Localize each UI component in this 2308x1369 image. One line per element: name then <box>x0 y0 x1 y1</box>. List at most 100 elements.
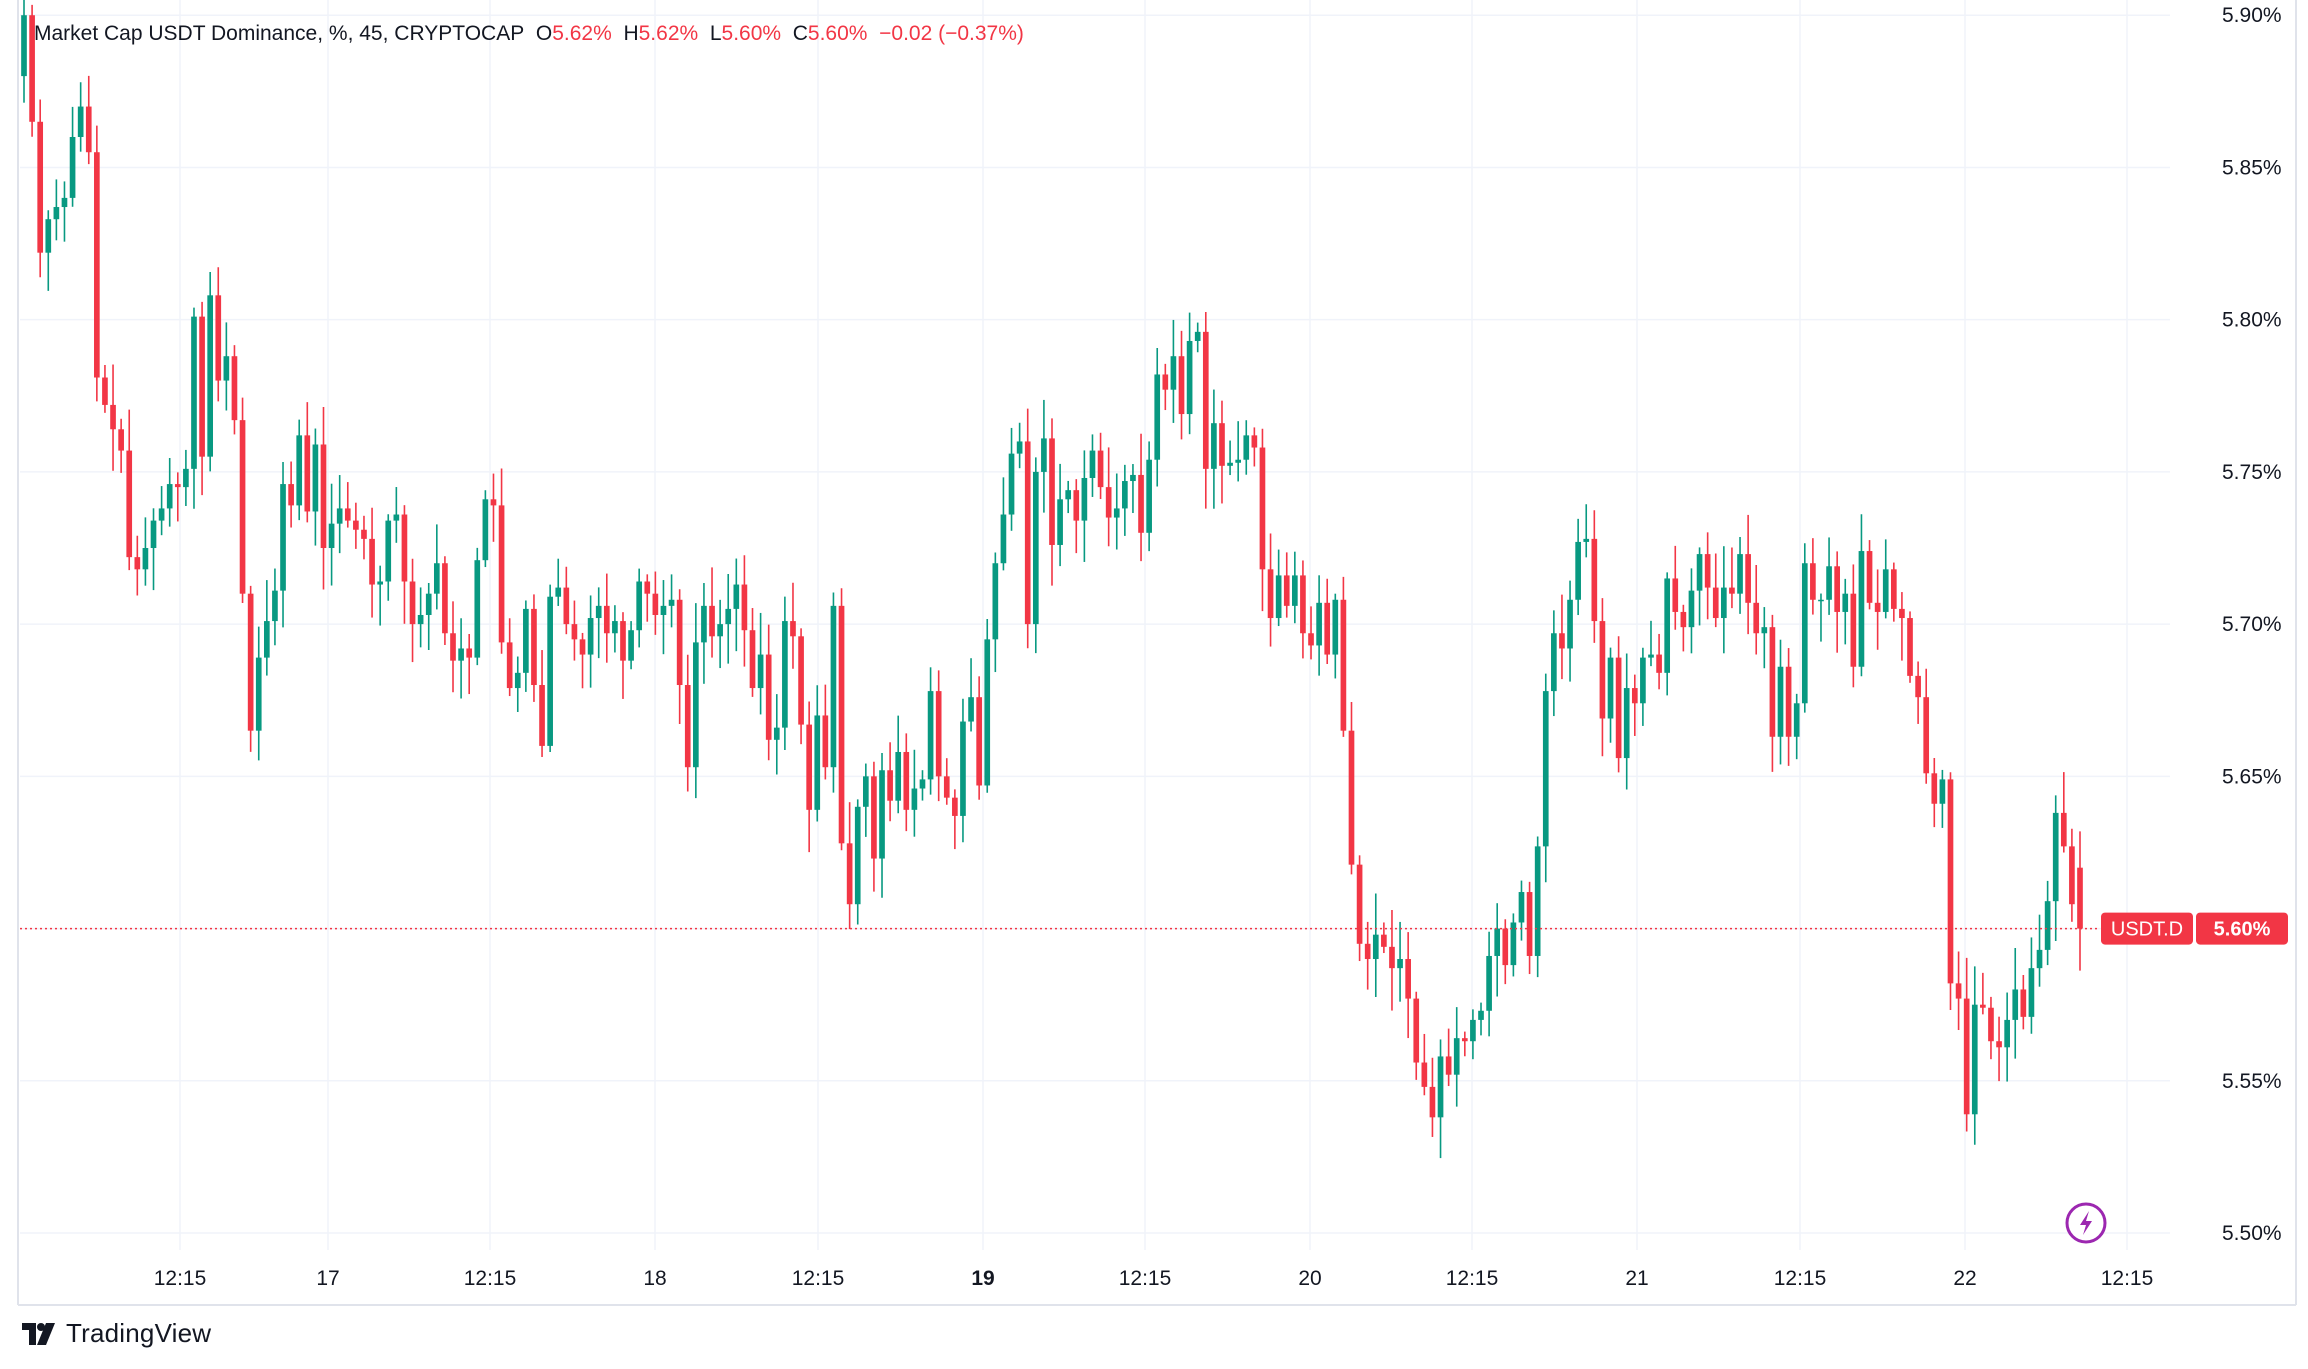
candle-body <box>1866 551 1873 603</box>
candle-body <box>264 621 270 658</box>
candle-body <box>579 639 586 655</box>
candle-body <box>1275 575 1282 619</box>
candle-body <box>223 356 230 381</box>
candle-body <box>110 404 116 430</box>
candle-body <box>1089 450 1096 478</box>
candle-body <box>1389 946 1395 969</box>
candle-body <box>1567 599 1573 649</box>
x-tick-label: 20 <box>1298 1267 1321 1290</box>
candle-body <box>749 630 756 689</box>
candle-body <box>1704 554 1711 588</box>
candle-body <box>1146 459 1152 533</box>
candle-body <box>1308 633 1314 646</box>
candle-body <box>976 697 982 786</box>
candle-body <box>1510 922 1517 966</box>
candle-body <box>1801 563 1808 704</box>
candle-body <box>1850 593 1857 667</box>
candle-body <box>94 152 100 378</box>
candle-body <box>1219 423 1225 466</box>
candle-body <box>409 581 416 625</box>
candle-body <box>1623 688 1630 759</box>
candle-body <box>1591 538 1598 622</box>
candle-body <box>53 207 60 220</box>
candle-body <box>895 751 902 801</box>
candle-body <box>1793 703 1800 737</box>
candle-body <box>1502 928 1509 966</box>
candle-body <box>1202 331 1209 469</box>
candle-body <box>684 685 691 768</box>
branding[interactable]: TradingView <box>22 1318 211 1349</box>
candle-body <box>587 618 594 655</box>
x-tick-label: 22 <box>1953 1267 1976 1290</box>
candle-body <box>328 523 335 549</box>
candle-body <box>1032 471 1039 625</box>
legend-high-value: 5.62% <box>638 22 699 45</box>
candle-body <box>1372 934 1379 960</box>
candle-body <box>1057 499 1063 545</box>
candle-body <box>385 520 392 582</box>
candle-body <box>1186 340 1193 415</box>
legend-open-label: O <box>535 22 553 45</box>
candle-body <box>1923 697 1930 774</box>
legend-high-label: H <box>623 22 639 45</box>
candle-body <box>887 770 893 801</box>
candle-body <box>1105 487 1112 518</box>
candle-body <box>701 605 707 643</box>
candle-body <box>2020 989 2027 1017</box>
candle-body <box>960 721 966 816</box>
candle-body <box>158 508 165 521</box>
candle-body <box>846 843 853 905</box>
candle-body <box>207 295 214 457</box>
candle-body <box>498 505 505 643</box>
candle-body <box>782 621 788 728</box>
candle-body <box>490 499 497 506</box>
candle-body <box>1292 575 1298 606</box>
candle-body <box>1656 654 1662 673</box>
candle-body <box>1631 688 1638 704</box>
candle-body <box>644 581 651 594</box>
y-tick-label: 5.75% <box>2222 461 2282 484</box>
candle-body <box>1259 447 1266 570</box>
candle-body <box>1680 611 1687 628</box>
candle-body <box>1381 934 1387 947</box>
candle-body <box>620 621 626 661</box>
grid-lines <box>20 0 2170 1250</box>
candle-body <box>174 484 181 488</box>
candle-body <box>1583 538 1590 542</box>
candle-body <box>126 450 133 558</box>
candle-body <box>1551 633 1557 692</box>
candle-body <box>1170 356 1177 390</box>
candle-body <box>336 508 343 524</box>
candle-body <box>393 514 400 521</box>
candle-body <box>1931 773 1938 804</box>
candle-body <box>1356 864 1363 944</box>
candle-body <box>1696 554 1703 591</box>
candle-body <box>1826 566 1832 600</box>
brand-name: TradingView <box>66 1318 212 1348</box>
candle-body <box>353 520 359 530</box>
candle-body <box>1494 928 1501 956</box>
chart-legend: Market Cap USDT Dominance, %, 45, CRYPTO… <box>34 22 1024 45</box>
legend-low-value: 5.60% <box>721 22 782 45</box>
candle-body <box>1688 590 1695 628</box>
candle-body <box>77 106 84 138</box>
candle-body <box>1769 627 1776 737</box>
candle-body <box>69 137 76 198</box>
candle-body <box>660 605 667 615</box>
candle-body <box>2044 901 2051 950</box>
candle-body <box>134 557 141 570</box>
candle-body <box>344 508 351 521</box>
candle-body <box>304 435 311 512</box>
candle-body <box>272 590 278 622</box>
candle-body <box>1955 983 1962 999</box>
candle-body <box>361 529 367 539</box>
candle-body <box>1138 474 1144 533</box>
candle-body <box>1818 599 1824 602</box>
lightning-icon[interactable] <box>2065 1202 2107 1244</box>
x-tick-label: 12:15 <box>2101 1267 2154 1290</box>
last-price-tag: USDT.D 5.60% <box>2101 912 2288 945</box>
candle-body <box>1672 578 1679 612</box>
candle-body <box>2036 949 2043 969</box>
candle-body <box>506 642 513 689</box>
